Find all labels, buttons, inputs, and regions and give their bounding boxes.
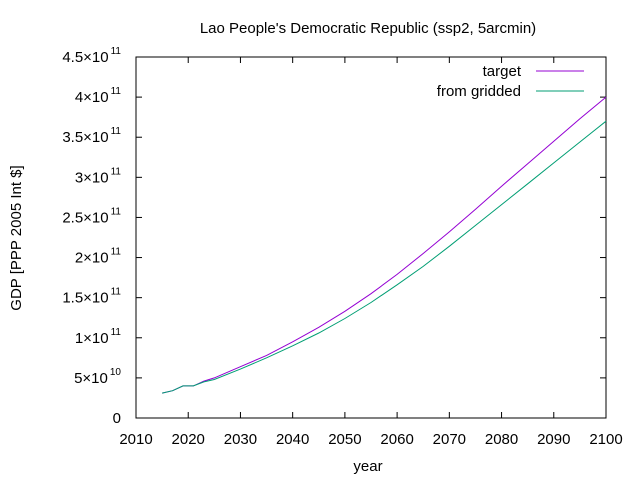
- y-tick-label: 4.5×10 11: [62, 46, 121, 66]
- x-tick-label: 2080: [485, 431, 518, 448]
- y-tick-label: 1.5×10 11: [62, 287, 121, 307]
- x-axis-label: year: [353, 458, 382, 475]
- y-tick-label: 2×10 11: [75, 247, 122, 267]
- x-tick-label: 2010: [119, 431, 152, 448]
- plot-frame: [135, 56, 607, 419]
- y-tick-label: 1×10 11: [75, 327, 122, 347]
- x-tick-label: 2020: [172, 431, 205, 448]
- y-tick-label: 3.5×10 11: [62, 126, 121, 146]
- series-line-2: [161, 120, 607, 394]
- x-tick-label: 2050: [328, 431, 361, 448]
- series-line-1: [161, 96, 607, 394]
- x-tick-label: 2030: [224, 431, 257, 448]
- x-axis: 2010 2020 2030 2040 2050 2060 2070 2080 2090 2100: [119, 57, 623, 448]
- legend: target from gridded: [437, 63, 584, 100]
- x-tick-label: 2100: [589, 431, 622, 448]
- x-tick-label: 2060: [380, 431, 413, 448]
- y-tick-label: 5×10 10: [74, 367, 121, 387]
- x-tick-label: 2090: [537, 431, 570, 448]
- y-tick-label: 4×10 11: [75, 86, 122, 106]
- x-tick-label: 2040: [276, 431, 309, 448]
- y-tick-label: 0: [113, 410, 121, 427]
- chart-title: Lao People's Democratic Republic (ssp2, …: [200, 20, 536, 37]
- y-tick-label: 3×10 11: [75, 166, 122, 186]
- legend-label: target: [483, 63, 522, 80]
- y-tick-label: 2.5×10 11: [62, 206, 121, 226]
- y-axis-label: GDP [PPP 2005 Int $]: [8, 165, 25, 310]
- y-axis: 0 5×10 10 1×10 11 1.5×10 11 2×10 11 2.5×10 11 3×10 1…: [62, 46, 606, 427]
- x-tick-label: 2070: [433, 431, 466, 448]
- legend-label: from gridded: [437, 83, 521, 100]
- series-layer: [161, 96, 607, 394]
